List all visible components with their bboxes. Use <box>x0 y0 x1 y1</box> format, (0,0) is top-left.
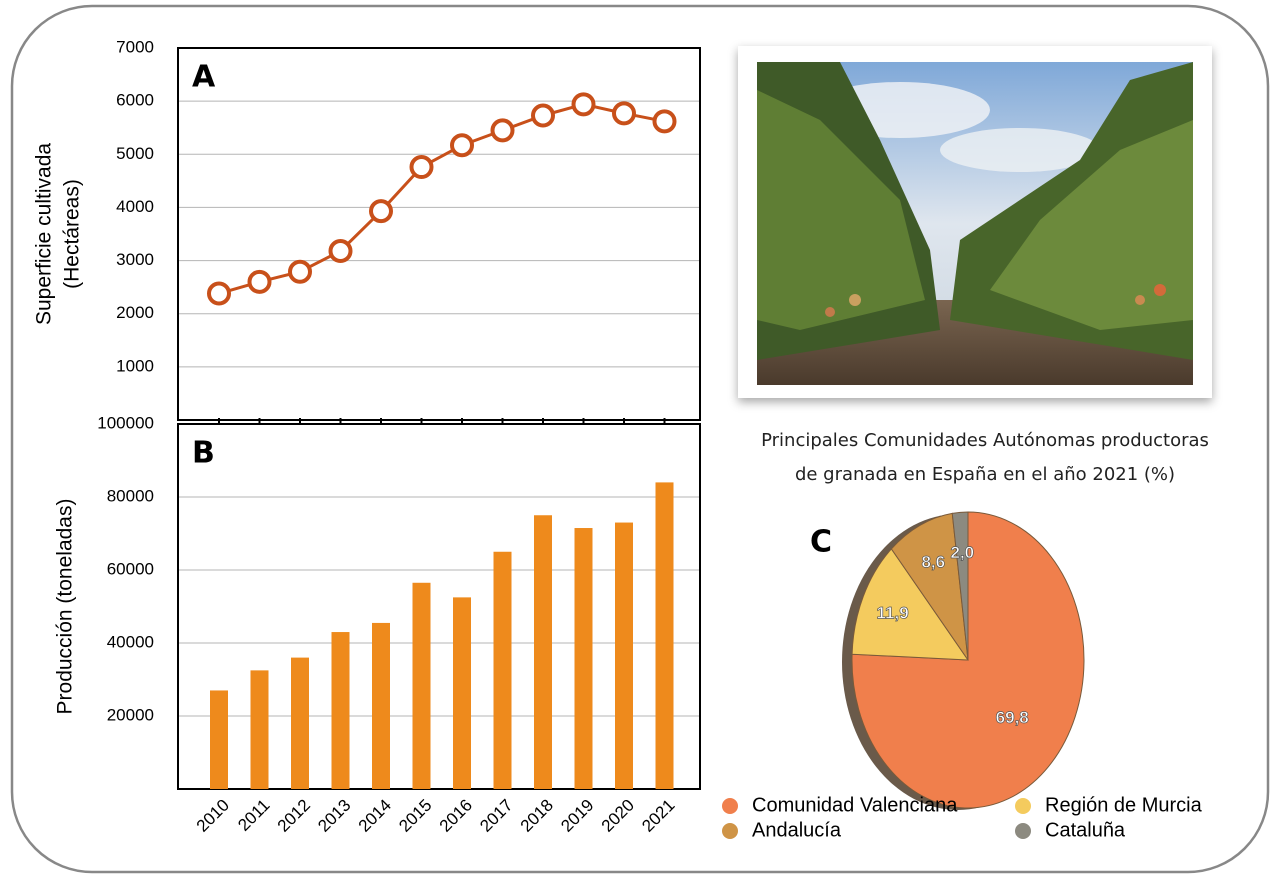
bar <box>331 632 350 789</box>
legend-swatch <box>722 823 738 839</box>
legend-label: Comunidad Valenciana <box>752 794 958 816</box>
pie-slice <box>890 512 969 661</box>
point <box>288 259 312 284</box>
legend-label: Andalucía <box>752 819 842 841</box>
y-tick-label: 60000 <box>107 559 154 578</box>
y-tick-label: 100000 <box>97 413 154 432</box>
data-label: 2,0 <box>950 543 974 562</box>
photo <box>738 46 1212 398</box>
bar <box>493 551 512 789</box>
x-tick-label: 2014 <box>355 796 395 836</box>
panel-label: A <box>192 60 216 95</box>
legend-label: Región de Murcia <box>1045 794 1203 816</box>
x-tick-label: 2011 <box>234 796 273 835</box>
legend-swatch <box>1015 823 1031 839</box>
legend-label: Cataluña <box>1045 819 1126 841</box>
plot-border <box>177 423 701 790</box>
y-tick-label: 3000 <box>116 250 154 269</box>
x-tick-label: 2017 <box>476 796 516 836</box>
point <box>490 118 515 143</box>
x-tick-label: 2016 <box>436 796 476 836</box>
legend-swatch <box>1015 798 1031 814</box>
y-axis-label: (Hectáreas) <box>61 179 84 289</box>
line <box>218 102 665 295</box>
bar <box>412 582 431 789</box>
bar <box>250 670 269 789</box>
point <box>450 133 474 158</box>
chart-title: Principales Comunidades Autónomas produc… <box>761 430 1209 451</box>
panel-label: B <box>192 436 215 471</box>
x-tick-label: 2012 <box>274 796 314 836</box>
data-label: 8,6 <box>921 553 945 572</box>
bar <box>453 597 471 789</box>
point <box>409 155 434 180</box>
point <box>571 92 596 117</box>
x-tick-label: 2010 <box>193 796 233 836</box>
x-tick-label: 2018 <box>517 796 557 836</box>
y-tick-label: 4000 <box>116 197 154 216</box>
y-tick-label: 6000 <box>116 91 154 110</box>
frame <box>10 4 1270 874</box>
chart-title: de granada en España en el año 2021 (%) <box>795 464 1175 485</box>
bar <box>291 657 309 789</box>
bar <box>372 622 390 789</box>
x-tick-label: 2013 <box>314 796 354 836</box>
pie-slice <box>951 511 969 661</box>
y-tick-label: 2000 <box>116 303 154 322</box>
y-axis-label: Superficie cultivada <box>33 143 56 325</box>
y-tick-label: 80000 <box>107 486 154 505</box>
point <box>612 101 636 126</box>
point <box>207 281 231 306</box>
point <box>652 109 677 134</box>
panel-label: C <box>810 525 832 560</box>
point <box>531 103 555 128</box>
point <box>247 269 272 294</box>
bar <box>210 690 228 789</box>
point <box>328 239 353 264</box>
bar <box>574 528 593 789</box>
plot-border <box>177 47 701 421</box>
data-label: 69,8 <box>996 708 1029 727</box>
point <box>369 199 393 224</box>
bar <box>534 515 552 789</box>
x-tick-label: 2020 <box>598 796 638 836</box>
x-tick-label: 2019 <box>557 796 597 836</box>
pie-slice <box>851 548 969 661</box>
data-label: 11,9 <box>877 604 909 623</box>
y-tick-label: 5000 <box>116 144 154 163</box>
x-tick-label: 2015 <box>395 796 435 836</box>
bar <box>615 522 633 789</box>
y-tick-label: 40000 <box>107 632 154 651</box>
y-tick-label: 20000 <box>107 705 154 724</box>
bar <box>655 482 674 789</box>
y-axis-label: Producción (toneladas) <box>54 499 77 715</box>
legend-swatch <box>722 798 738 814</box>
y-tick-label: 7000 <box>116 37 154 56</box>
x-tick-label: 2021 <box>638 796 678 836</box>
y-tick-label: 1000 <box>116 356 154 375</box>
